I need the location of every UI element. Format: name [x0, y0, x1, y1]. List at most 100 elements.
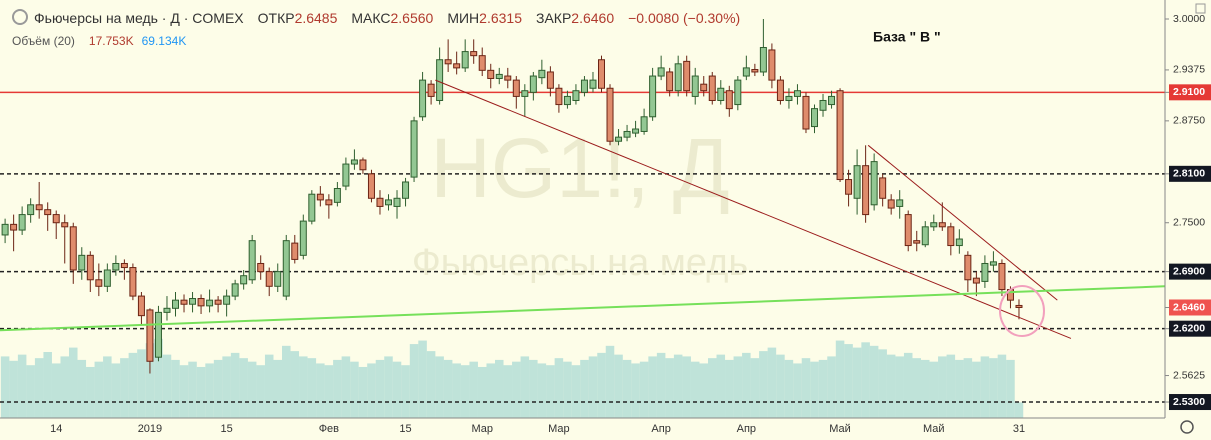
close-value: 2.6460: [571, 10, 615, 26]
symbol-title: Фьючерсы на медь · Д · COMEX: [34, 10, 244, 26]
candle-body: [350, 159, 358, 165]
x-tick-label: Мар: [548, 423, 570, 435]
volume-bar: [605, 345, 615, 418]
legend-row: Фьючерсы на медь · Д · COMEX ОТКР2.6485 МА…: [12, 9, 740, 26]
volume-bar: [955, 359, 964, 418]
candle-body: [206, 299, 214, 307]
volume-bar: [972, 361, 981, 418]
candle-body: [444, 59, 452, 65]
volume-bar: [571, 365, 581, 418]
volume-bar: [94, 361, 104, 418]
volume-bar: [230, 352, 240, 418]
candle-body: [981, 262, 989, 282]
volume-bar: [818, 359, 828, 418]
volume-bar: [145, 343, 155, 418]
candle-body: [461, 51, 469, 69]
volume-bar: [247, 361, 257, 418]
candle-body: [189, 298, 197, 305]
y-tick-label: 2.9100: [1173, 86, 1205, 98]
candle-body: [342, 163, 350, 187]
candle-body: [223, 295, 231, 305]
y-tick-label: 2.6460: [1173, 301, 1205, 313]
change-value: −0.0080 (−0.30%): [628, 10, 741, 26]
candle-body: [470, 51, 478, 57]
y-tick-label: 2.8750: [1173, 115, 1205, 127]
volume-bar: [861, 342, 870, 418]
candle-body: [938, 222, 946, 228]
candle-body: [512, 79, 520, 97]
scale-button[interactable]: [1195, 3, 1206, 14]
volume-bar: [588, 356, 598, 418]
volume-bar: [699, 363, 708, 418]
volume-bar: [529, 359, 538, 418]
volume-bar: [409, 344, 419, 418]
candle-body: [299, 220, 307, 256]
x-tick-label: Апр: [737, 423, 756, 435]
settings-icon[interactable]: [1180, 420, 1194, 434]
open-label: ОТКР: [257, 10, 295, 26]
candle-body: [913, 240, 921, 244]
volume-bar: [290, 351, 300, 418]
volume-bar: [324, 365, 334, 418]
candle-body: [112, 262, 120, 271]
candle-body: [845, 179, 853, 195]
volume-bar: [1006, 359, 1015, 418]
volume-bar: [452, 363, 461, 418]
candle-body: [154, 311, 162, 358]
volume-bar: [213, 359, 223, 418]
volume-bar: [810, 361, 819, 418]
volume-bar: [844, 344, 853, 418]
volume-bar: [886, 354, 896, 418]
volume-bar: [282, 345, 291, 418]
trend-line: [867, 144, 1058, 301]
volume-bar: [26, 365, 35, 418]
volume-bar: [120, 358, 129, 418]
candle-body: [367, 173, 375, 199]
candle-body: [44, 209, 52, 216]
candle-body: [504, 75, 512, 81]
candle-body: [870, 161, 878, 206]
volume-bar: [852, 347, 862, 418]
volume-bar: [273, 359, 282, 418]
volume-bar: [903, 352, 913, 418]
candle-body: [691, 75, 699, 97]
highlight-circle: [999, 285, 1045, 337]
candle-body: [819, 99, 827, 111]
volume-label: Объём (20): [12, 34, 75, 48]
candle-body: [137, 295, 145, 317]
candle-body: [487, 69, 495, 79]
price-label-box: [1169, 263, 1211, 280]
volume-bar: [435, 356, 444, 418]
volume-bar: [989, 358, 998, 418]
candle-body: [308, 193, 316, 222]
volume-bar: [392, 361, 402, 418]
volume-bar: [537, 363, 547, 418]
volume-bar: [43, 352, 52, 418]
x-tick-label: 15: [220, 423, 232, 435]
candle-body: [572, 90, 580, 101]
volume-bar: [69, 347, 78, 418]
volume-bar: [929, 361, 939, 418]
candle-body: [972, 277, 980, 284]
candle-body: [742, 67, 750, 77]
candle-body: [402, 181, 410, 199]
watermark-symbol: HG1!, Д: [430, 121, 730, 215]
candle-body: [674, 63, 682, 92]
candle-body: [717, 87, 725, 101]
volume-bar: [239, 358, 248, 418]
candle-body: [359, 159, 367, 171]
volume-bar: [375, 359, 385, 418]
volume-bar: [299, 356, 308, 418]
x-tick-label: 31: [1013, 423, 1025, 435]
volume-bar: [264, 354, 274, 418]
trend-line: [0, 285, 1165, 332]
volume-bar: [307, 358, 317, 418]
volume-bar: [554, 358, 564, 418]
volume-bar: [665, 358, 674, 418]
volume-bar: [563, 361, 572, 418]
volume-ma-value: 69.134K: [141, 34, 187, 48]
candle-body: [862, 165, 870, 216]
volume-bar: [77, 359, 87, 418]
candle-body: [521, 90, 529, 97]
